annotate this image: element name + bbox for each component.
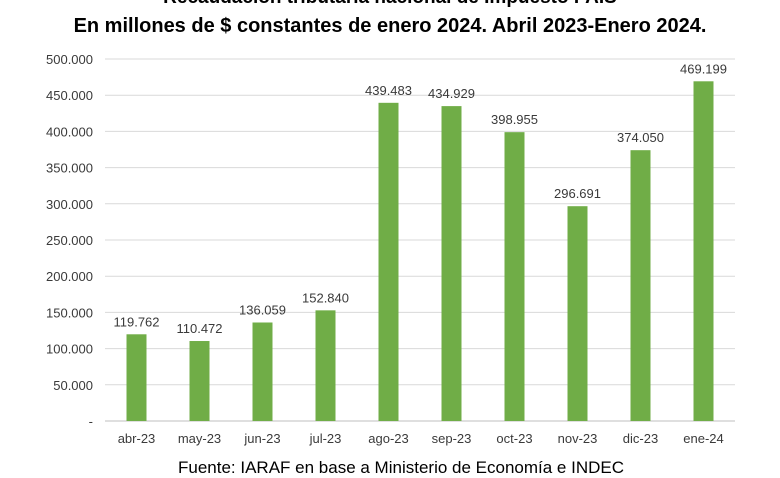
y-tick-label: 200.000 (46, 269, 93, 284)
data-label: 434.929 (428, 86, 475, 101)
bar (378, 102, 399, 422)
bar (252, 322, 273, 421)
y-tick-label: 400.000 (46, 124, 93, 139)
y-tick-label: 50.000 (53, 378, 93, 393)
x-tick-label: may-23 (178, 431, 221, 446)
x-tick-label: sep-23 (432, 431, 472, 446)
data-label: 110.472 (176, 321, 222, 336)
y-tick-label: 450.000 (46, 88, 93, 103)
x-tick-label: nov-23 (558, 431, 598, 446)
x-tick-label: jul-23 (309, 431, 342, 446)
data-label: 439.483 (365, 83, 412, 98)
source-note: Fuente: IARAF en base a Ministerio de Ec… (178, 458, 624, 477)
chart-subtitle: En millones de $ constantes de enero 202… (73, 15, 707, 37)
bar (315, 310, 336, 421)
bar-chart: - 50.000 100.000 150.000 200.000 250.000 300.0… (46, 52, 735, 446)
y-tick-label: 500.000 (46, 52, 93, 67)
y-tick-label: 350.000 (46, 161, 93, 176)
x-tick-label: ago-23 (368, 431, 408, 446)
x-tick-label: oct-23 (496, 431, 532, 446)
data-label: 374.050 (617, 130, 664, 145)
y-tick-label: 250.000 (46, 233, 93, 248)
y-tick-label: 100.000 (46, 342, 93, 357)
data-label: 136.059 (239, 302, 286, 317)
bar (504, 132, 525, 421)
x-tick-label: ene-24 (683, 431, 723, 446)
data-label: 152.840 (302, 290, 349, 305)
data-label: 296.691 (554, 186, 601, 201)
bar (126, 334, 147, 421)
data-label: 119.762 (113, 314, 159, 329)
chart-title: Recaudación tributaria nacional de Impue… (0, 0, 780, 9)
x-tick-label: dic-23 (623, 431, 658, 446)
bar (189, 341, 210, 421)
bar (441, 106, 462, 422)
y-tick-label: 150.000 (46, 305, 93, 320)
bar (693, 81, 714, 421)
bar (567, 206, 588, 421)
data-label: 469.199 (680, 61, 727, 76)
data-label: 398.955 (491, 112, 538, 127)
x-tick-label: abr-23 (118, 431, 156, 446)
y-tick-label: - (89, 414, 93, 429)
x-tick-label: jun-23 (243, 431, 280, 446)
y-tick-label: 300.000 (46, 197, 93, 212)
bar (630, 150, 651, 421)
